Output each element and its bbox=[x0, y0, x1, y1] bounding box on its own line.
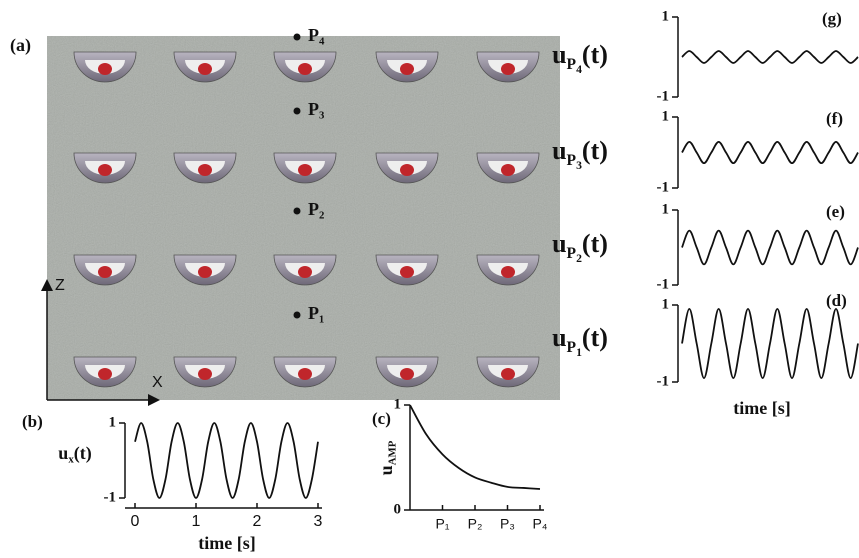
point-label: P₄ bbox=[308, 25, 325, 45]
image-texture bbox=[47, 36, 560, 400]
x-tick-label: 0 bbox=[131, 513, 140, 530]
y-axis-label-part: P bbox=[567, 151, 577, 168]
y-axis-label-part: u bbox=[58, 443, 68, 463]
resonator-mass bbox=[400, 266, 414, 278]
panel-label: (e) bbox=[826, 202, 845, 221]
resonator-mass bbox=[198, 63, 212, 75]
x-tick-label: P₂ bbox=[468, 516, 483, 532]
y-axis-label-part: AMP bbox=[387, 440, 399, 465]
resonator-mass bbox=[501, 164, 515, 176]
resonator-mass bbox=[198, 164, 212, 176]
panel-a bbox=[47, 36, 560, 400]
y-axis-label: uP4(t) bbox=[552, 40, 608, 76]
y-tick-label: 1 bbox=[662, 108, 670, 124]
point-label: P₃ bbox=[308, 99, 325, 119]
y-tick-label: -1 bbox=[657, 88, 670, 104]
y-tick-label: 1 bbox=[662, 201, 670, 217]
y-tick-label: 1 bbox=[109, 414, 117, 430]
y-axis-label-part: (t) bbox=[582, 229, 608, 258]
resonator-mass bbox=[298, 63, 312, 75]
panel-label: (g) bbox=[822, 9, 842, 28]
y-tick-label: -1 bbox=[657, 276, 670, 292]
y-axis-label-part: u bbox=[552, 40, 566, 69]
x-tick-label: 2 bbox=[253, 513, 262, 530]
y-axis-label-part: P bbox=[567, 338, 577, 355]
data-line bbox=[681, 307, 859, 380]
data-line bbox=[134, 422, 319, 499]
resonator-mass bbox=[98, 164, 112, 176]
y-axis-label-part: u bbox=[552, 136, 566, 165]
resonator-mass bbox=[98, 368, 112, 380]
x-axis-label: time [s] bbox=[198, 533, 255, 553]
panel-label: (d) bbox=[826, 291, 847, 310]
y-axis-label-part: 3 bbox=[576, 159, 582, 172]
y-axis-label-part: u bbox=[552, 229, 566, 258]
resonator-mass bbox=[501, 266, 515, 278]
resonator-mass bbox=[198, 266, 212, 278]
point-marker bbox=[293, 311, 301, 319]
y-axis-label: uP3(t) bbox=[552, 136, 608, 172]
y-axis-label-part: P bbox=[567, 55, 577, 72]
x-tick-label: 1 bbox=[192, 513, 201, 530]
y-tick-label: -1 bbox=[657, 179, 670, 195]
y-axis-label-part: 1 bbox=[576, 346, 582, 359]
x-tick-label: P₁ bbox=[435, 516, 449, 532]
y-tick-label: 1 bbox=[662, 8, 670, 24]
panel-label: (c) bbox=[372, 409, 391, 428]
x-tick-label: P₃ bbox=[500, 516, 515, 532]
point-marker bbox=[293, 107, 301, 115]
y-axis-label-part: (t) bbox=[582, 136, 608, 165]
y-tick-label: 1 bbox=[662, 296, 670, 312]
y-tick-label: 1 bbox=[394, 396, 402, 412]
y-axis-label-part: 2 bbox=[576, 252, 582, 265]
point-label: P₂ bbox=[308, 199, 324, 219]
panel-label: (a) bbox=[10, 35, 31, 56]
y-tick-label: -1 bbox=[104, 489, 117, 505]
y-axis-label: uP1(t) bbox=[552, 323, 608, 359]
panel-label: (b) bbox=[22, 412, 43, 431]
x-tick-label: 3 bbox=[314, 513, 323, 530]
resonator-mass bbox=[298, 164, 312, 176]
y-axis-label-part: P bbox=[567, 244, 577, 261]
data-line bbox=[409, 404, 541, 490]
x-tick-label: P₄ bbox=[532, 516, 547, 532]
point-marker bbox=[293, 33, 301, 41]
data-line bbox=[681, 229, 859, 266]
y-axis-label-part: u bbox=[552, 323, 566, 352]
resonator-mass bbox=[298, 266, 312, 278]
y-axis-label: ux(t) bbox=[58, 443, 91, 466]
y-axis-label-part: 4 bbox=[576, 63, 582, 76]
resonator-mass bbox=[400, 63, 414, 75]
resonator-mass bbox=[400, 164, 414, 176]
y-axis-label-part: (t) bbox=[582, 323, 608, 352]
y-axis-label-part: x bbox=[68, 454, 74, 466]
y-axis-label-part: u bbox=[376, 465, 396, 475]
resonator-mass bbox=[501, 63, 515, 75]
resonator-mass bbox=[98, 266, 112, 278]
data-line bbox=[681, 140, 859, 165]
point-marker bbox=[293, 207, 301, 215]
y-axis-label-part: (t) bbox=[582, 40, 608, 69]
panel-label: (f) bbox=[826, 109, 843, 128]
y-axis-label: uP2(t) bbox=[552, 229, 608, 265]
resonator-mass bbox=[400, 368, 414, 380]
y-axis-label: uAMP bbox=[376, 440, 399, 475]
data-line bbox=[681, 50, 859, 64]
x-axis-label: time [s] bbox=[733, 398, 790, 418]
y-tick-label: -1 bbox=[657, 373, 670, 389]
resonator-mass bbox=[98, 63, 112, 75]
y-tick-label: 0 bbox=[394, 501, 402, 517]
y-axis-label-part: (t) bbox=[74, 443, 92, 464]
point-label: P₁ bbox=[308, 303, 324, 323]
axis-label: Z bbox=[55, 277, 65, 294]
axis-label: X bbox=[152, 374, 163, 391]
resonator-mass bbox=[501, 368, 515, 380]
resonator-mass bbox=[298, 368, 312, 380]
resonator-mass bbox=[198, 368, 212, 380]
